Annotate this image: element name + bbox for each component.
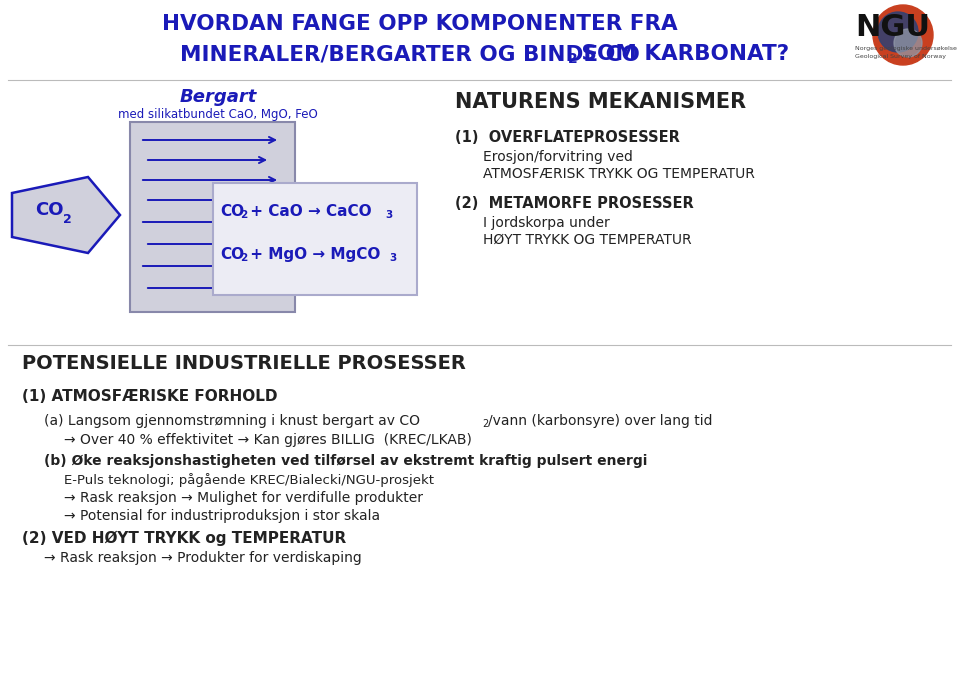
Text: E-Puls teknologi; pågående KREC/Bialecki/NGU-prosjekt: E-Puls teknologi; pågående KREC/Bialecki… — [64, 473, 434, 487]
Text: 2: 2 — [482, 419, 488, 429]
Text: HVORDAN FANGE OPP KOMPONENTER FRA: HVORDAN FANGE OPP KOMPONENTER FRA — [162, 14, 678, 34]
Text: (a) Langsom gjennomstrømning i knust bergart av CO: (a) Langsom gjennomstrømning i knust ber… — [44, 414, 420, 428]
Circle shape — [878, 12, 918, 52]
Text: (1) ATMOSFÆRISKE FORHOLD: (1) ATMOSFÆRISKE FORHOLD — [22, 389, 277, 404]
Text: (2)  METAMORFE PROSESSER: (2) METAMORFE PROSESSER — [455, 196, 693, 211]
Text: HØYT TRYKK OG TEMPERATUR: HØYT TRYKK OG TEMPERATUR — [483, 233, 691, 247]
Text: 2: 2 — [240, 253, 247, 262]
Text: → Rask reaksjon → Mulighet for verdifulle produkter: → Rask reaksjon → Mulighet for verdifull… — [64, 491, 423, 505]
Text: + MgO → MgCO: + MgO → MgCO — [245, 247, 381, 262]
Text: MINERALER/BERGARTER OG BINDE CO: MINERALER/BERGARTER OG BINDE CO — [180, 44, 640, 64]
Text: (b) Øke reaksjonshastigheten ved tilførsel av ekstremt kraftig pulsert energi: (b) Øke reaksjonshastigheten ved tilførs… — [44, 454, 647, 468]
Text: 2: 2 — [240, 210, 247, 219]
Text: NGU: NGU — [855, 12, 930, 42]
Text: CO: CO — [220, 204, 245, 219]
Text: med silikatbundet CaO, MgO, FeO: med silikatbundet CaO, MgO, FeO — [118, 108, 317, 121]
Text: CO: CO — [220, 247, 245, 262]
Text: → Rask reaksjon → Produkter for verdiskaping: → Rask reaksjon → Produkter for verdiska… — [44, 551, 362, 565]
Text: /vann (karbonsyre) over lang tid: /vann (karbonsyre) over lang tid — [488, 414, 713, 428]
Text: I jordskorpa under: I jordskorpa under — [483, 216, 610, 230]
Text: Geological Survey of Norway: Geological Survey of Norway — [855, 54, 946, 59]
Text: 3: 3 — [389, 253, 396, 262]
Circle shape — [894, 29, 922, 57]
Text: CO: CO — [35, 201, 63, 219]
Text: Erosjon/forvitring ved: Erosjon/forvitring ved — [483, 150, 633, 164]
Polygon shape — [12, 177, 120, 253]
Text: Norges geologiske undersøkelse: Norges geologiske undersøkelse — [855, 46, 957, 51]
Text: ATMOSFÆRISK TRYKK OG TEMPERATUR: ATMOSFÆRISK TRYKK OG TEMPERATUR — [483, 167, 755, 181]
FancyBboxPatch shape — [130, 122, 295, 312]
Text: SOM KARBONAT?: SOM KARBONAT? — [574, 44, 789, 64]
Text: → Over 40 % effektivitet → Kan gjøres BILLIG  (KREC/LKAB): → Over 40 % effektivitet → Kan gjøres BI… — [64, 433, 472, 447]
Text: + CaO → CaCO: + CaO → CaCO — [245, 204, 372, 219]
Text: NATURENS MEKANISMER: NATURENS MEKANISMER — [455, 92, 746, 112]
Text: (2) VED HØYT TRYKK og TEMPERATUR: (2) VED HØYT TRYKK og TEMPERATUR — [22, 531, 346, 546]
Text: 3: 3 — [385, 210, 392, 219]
Text: → Potensial for industriproduksjon i stor skala: → Potensial for industriproduksjon i sto… — [64, 509, 380, 523]
Text: POTENSIELLE INDUSTRIELLE PROSESSER: POTENSIELLE INDUSTRIELLE PROSESSER — [22, 354, 466, 373]
Circle shape — [873, 5, 933, 65]
Text: Bergart: Bergart — [179, 88, 257, 106]
Text: 2: 2 — [63, 212, 72, 226]
Text: (1)  OVERFLATEPROSESSER: (1) OVERFLATEPROSESSER — [455, 130, 680, 145]
FancyBboxPatch shape — [213, 183, 417, 295]
Text: 2: 2 — [568, 52, 577, 66]
